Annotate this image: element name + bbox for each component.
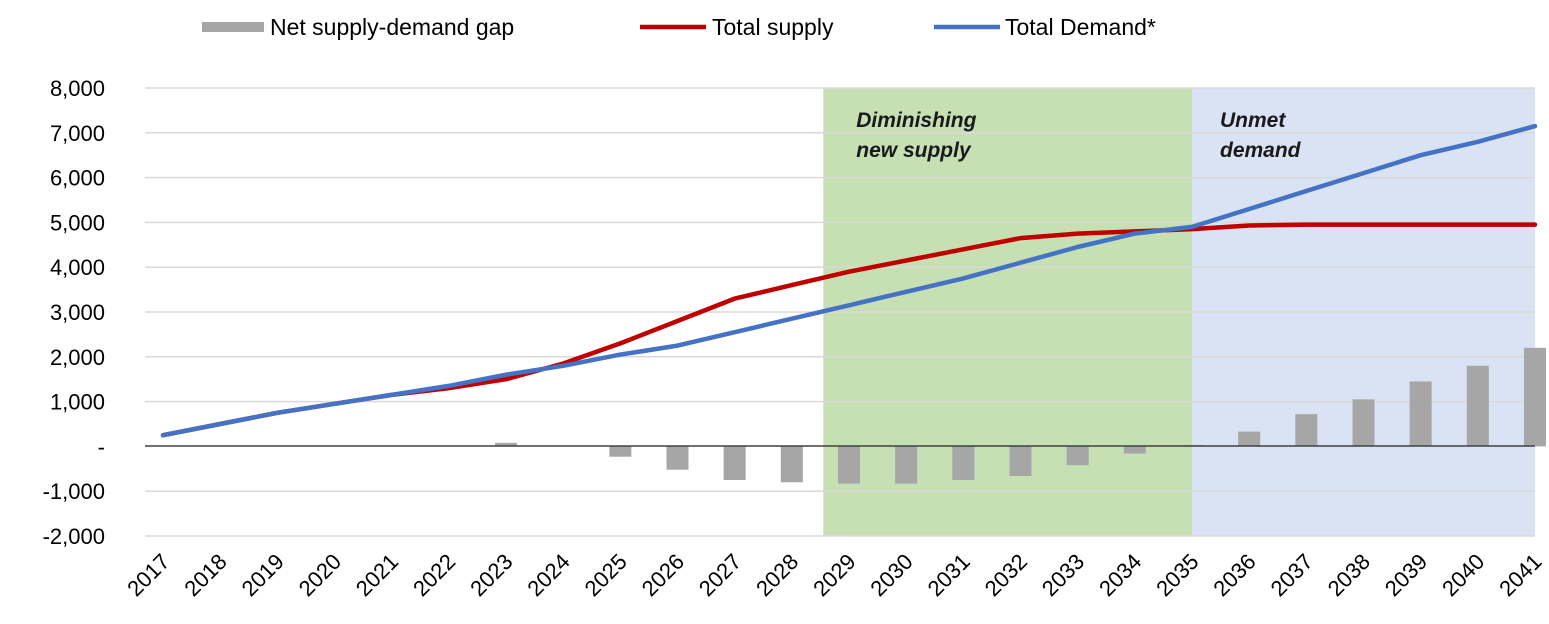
gap-bar-2033 — [1066, 446, 1089, 466]
gap-bar-2028 — [780, 446, 803, 483]
x-tick-label: 2030 — [865, 549, 917, 601]
legend-label-1: Total supply — [712, 14, 834, 40]
zone-1-label-line-1: demand — [1220, 139, 1302, 162]
gap-bars — [437, 347, 1546, 484]
y-tick-label: - — [98, 434, 105, 459]
x-tick-label: 2029 — [808, 549, 860, 601]
x-tick-label: 2020 — [294, 549, 346, 601]
x-tick-label: 2035 — [1151, 549, 1203, 601]
x-tick-label: 2023 — [465, 549, 517, 601]
x-tick-label: 2019 — [237, 549, 289, 601]
gap-bar-2025 — [609, 446, 632, 457]
y-tick-label: 2,000 — [50, 345, 105, 370]
x-tick-label: 2025 — [580, 549, 632, 601]
x-tick-label: 2040 — [1437, 549, 1489, 601]
gap-bar-2034 — [1123, 446, 1146, 454]
gap-bar-2039 — [1409, 381, 1432, 447]
gap-bar-2037 — [1295, 414, 1318, 447]
gap-bar-2040 — [1466, 365, 1489, 447]
gap-bar-2031 — [952, 446, 975, 480]
y-tick-label: 8,000 — [50, 76, 105, 101]
legend-swatch-gap — [202, 22, 264, 32]
x-tick-label: 2037 — [1266, 549, 1318, 601]
gap-bar-2041 — [1524, 347, 1546, 447]
series-lines — [160, 123, 1538, 438]
gap-bar-2027 — [723, 446, 746, 480]
x-tick-label: 2032 — [980, 549, 1032, 601]
x-tick-label: 2021 — [351, 549, 403, 601]
gap-bar-2038 — [1352, 399, 1375, 447]
y-tick-label: 4,000 — [50, 255, 105, 280]
x-tick-label: 2017 — [122, 549, 174, 601]
gap-bar-2029 — [838, 446, 860, 484]
x-tick-label: 2031 — [923, 549, 975, 601]
legend-label-0: Net supply-demand gap — [270, 14, 514, 40]
y-tick-labels: 8,000 7,000 6,000 5,000 4,000 3,000 2,000 1,000… — [43, 76, 105, 549]
gap-bar-2036 — [1238, 431, 1261, 447]
zone-labels: Diminishing new supply Unmet demand — [856, 109, 1301, 162]
gap-bar-2030 — [895, 446, 918, 484]
y-tick-label: -1,000 — [43, 479, 105, 504]
y-tick-label: 7,000 — [50, 121, 105, 146]
x-tick-label: 2041 — [1494, 549, 1546, 601]
legend: Net supply-demand gap Total supply Total D… — [202, 14, 1156, 40]
x-tick-label: 2027 — [694, 549, 746, 601]
y-tick-label: 6,000 — [50, 166, 105, 191]
total-demand-line — [160, 123, 1538, 438]
gap-bar-2026 — [666, 446, 689, 470]
y-tick-label: -2,000 — [43, 524, 105, 549]
x-tick-label: 2036 — [1208, 549, 1260, 601]
legend-label-2: Total Demand* — [1005, 14, 1156, 40]
x-tick-label: 2039 — [1380, 549, 1432, 601]
x-tick-label: 2028 — [751, 549, 803, 601]
x-tick-label: 2033 — [1037, 549, 1089, 601]
zone-0-label-line-0: Diminishing — [856, 109, 976, 132]
zone-1-label-line-0: Unmet — [1220, 109, 1286, 132]
y-tick-label: 3,000 — [50, 300, 105, 325]
x-tick-label: 2022 — [408, 549, 460, 601]
zone-0-label-line-1: new supply — [856, 139, 972, 162]
x-tick-label: 2024 — [522, 549, 574, 601]
gap-bar-2032 — [1009, 446, 1032, 476]
x-tick-label: 2034 — [1094, 549, 1146, 601]
y-tick-label: 5,000 — [50, 210, 105, 235]
y-tick-label: 1,000 — [50, 390, 105, 415]
x-tick-labels: 2017 2018 2019 2020 2021 2022 2023 2024 2025 2026… — [122, 549, 1546, 601]
x-tick-label: 2038 — [1323, 549, 1375, 601]
x-tick-label: 2018 — [179, 549, 231, 601]
gap-bar-2023 — [495, 442, 517, 447]
x-tick-label: 2026 — [637, 549, 689, 601]
